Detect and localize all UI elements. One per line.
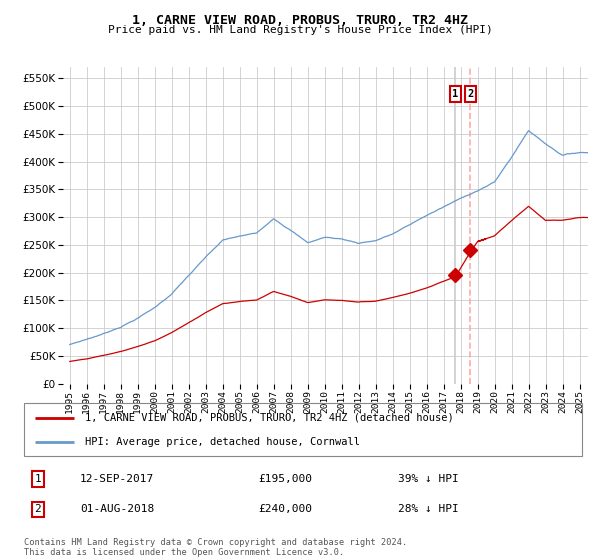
- Text: 1, CARNE VIEW ROAD, PROBUS, TRURO, TR2 4HZ: 1, CARNE VIEW ROAD, PROBUS, TRURO, TR2 4…: [132, 14, 468, 27]
- Text: 1: 1: [35, 474, 41, 484]
- Text: £240,000: £240,000: [259, 505, 313, 514]
- Text: 28% ↓ HPI: 28% ↓ HPI: [398, 505, 458, 514]
- Text: 1: 1: [452, 89, 458, 99]
- Text: 2: 2: [35, 505, 41, 514]
- Text: 01-AUG-2018: 01-AUG-2018: [80, 505, 154, 514]
- Text: 1, CARNE VIEW ROAD, PROBUS, TRURO, TR2 4HZ (detached house): 1, CARNE VIEW ROAD, PROBUS, TRURO, TR2 4…: [85, 413, 454, 423]
- Text: 39% ↓ HPI: 39% ↓ HPI: [398, 474, 458, 484]
- Text: Contains HM Land Registry data © Crown copyright and database right 2024.
This d: Contains HM Land Registry data © Crown c…: [24, 538, 407, 557]
- Text: HPI: Average price, detached house, Cornwall: HPI: Average price, detached house, Corn…: [85, 437, 361, 447]
- Text: £195,000: £195,000: [259, 474, 313, 484]
- Text: 12-SEP-2017: 12-SEP-2017: [80, 474, 154, 484]
- Text: 2: 2: [467, 89, 473, 99]
- Text: Price paid vs. HM Land Registry's House Price Index (HPI): Price paid vs. HM Land Registry's House …: [107, 25, 493, 35]
